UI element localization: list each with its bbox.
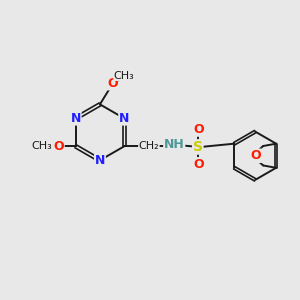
Text: S: S <box>193 140 203 154</box>
Text: O: O <box>251 149 261 162</box>
Text: CH₃: CH₃ <box>114 70 134 80</box>
Text: O: O <box>53 140 64 153</box>
Text: N: N <box>119 112 129 125</box>
Text: O: O <box>107 77 118 90</box>
Text: NH: NH <box>164 138 184 151</box>
Text: O: O <box>193 158 204 171</box>
Text: N: N <box>95 154 105 167</box>
Text: CH₂: CH₂ <box>139 141 159 151</box>
Text: N: N <box>70 112 81 125</box>
Text: O: O <box>193 123 204 136</box>
Text: CH₃: CH₃ <box>32 141 52 151</box>
